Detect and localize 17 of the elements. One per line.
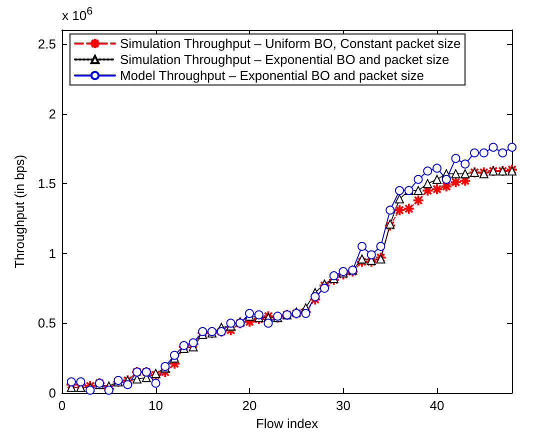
y-tick-label: 1.5 (38, 176, 56, 192)
x-tick-label: 20 (242, 398, 257, 413)
legend-label: Simulation Throughput – Uniform BO, Constant packet size (120, 36, 461, 51)
legend-label: Simulation Throughput – Exponential BO and packet size (120, 52, 450, 67)
y-tick-label: 2 (48, 106, 56, 122)
x-tick-label: 30 (336, 398, 350, 413)
y-tick-label: 0 (48, 386, 56, 400)
x-tick-label: 10 (148, 398, 163, 413)
x-axis-title: Flow index (256, 416, 319, 431)
y-axis-title: Throughput (in bps) (12, 154, 27, 268)
x-tick-label: 40 (430, 398, 444, 413)
x-tick-label: 0 (58, 398, 66, 413)
y-tick-label: 1 (48, 246, 56, 261)
y-tick-label: 2.5 (38, 36, 56, 52)
text: x 10$^{6}$ (62, 6, 93, 24)
y-tick-label: 0.5 (38, 316, 56, 331)
legend-label: Model Throughput – Exponential BO and packet size (120, 68, 424, 83)
